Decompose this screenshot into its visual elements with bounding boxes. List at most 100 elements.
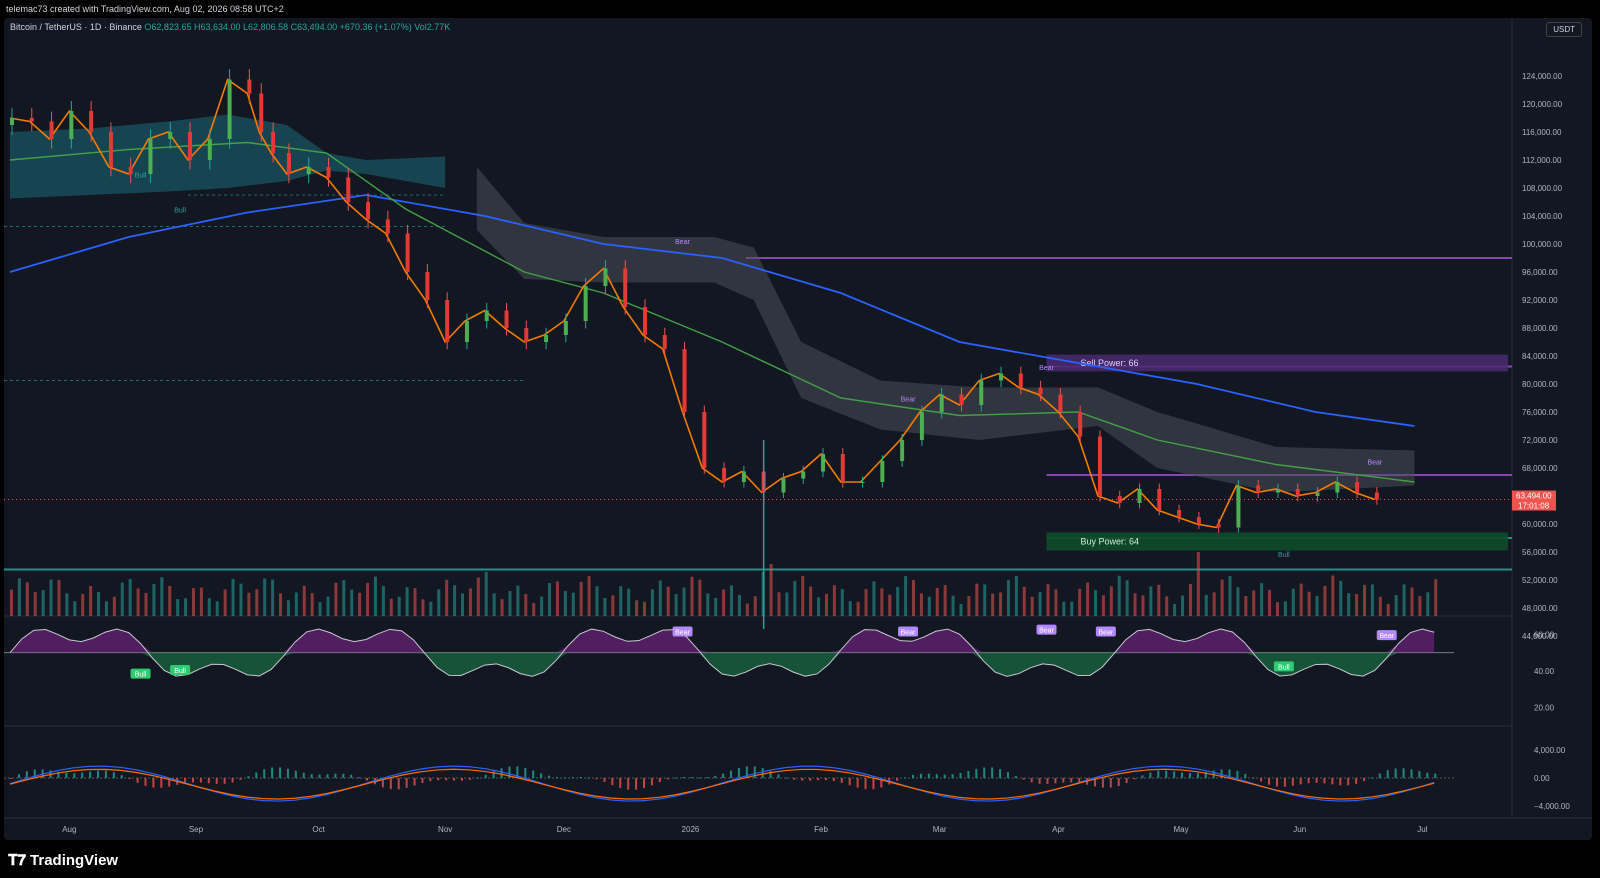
time-axis-label: Nov — [438, 825, 452, 834]
rsi-divergence-badge — [672, 626, 693, 637]
volume-bar — [532, 602, 536, 616]
price-axis-label: 96,000.00 — [1522, 268, 1558, 277]
volume-bar — [1101, 595, 1105, 616]
macd-histogram-bar — [666, 778, 669, 780]
macd-histogram-bar — [1307, 778, 1310, 784]
candle-body — [425, 272, 430, 300]
candle-body — [385, 219, 390, 234]
macd-histogram-bar — [714, 775, 717, 778]
macd-histogram-bar — [912, 774, 915, 778]
high-value: H63,634.00 — [193, 22, 241, 32]
macd-histogram-bar — [508, 766, 511, 778]
macd-histogram-bar — [674, 777, 677, 779]
price-axis-label: 68,000.00 — [1522, 464, 1558, 473]
candle-body — [306, 167, 311, 174]
price-axis-label: 104,000.00 — [1522, 212, 1563, 221]
macd-histogram-bar — [239, 778, 242, 780]
current-price-value: 63,494.00 — [1516, 492, 1552, 501]
macd-histogram-bar — [302, 772, 305, 778]
volume-bar — [548, 582, 552, 616]
macd-histogram-bar — [191, 778, 194, 783]
macd-histogram-bar — [1370, 777, 1373, 779]
macd-histogram-bar — [1078, 778, 1081, 784]
macd-histogram-bar — [880, 778, 883, 788]
volume-bar — [350, 589, 354, 616]
macd-histogram-bar — [358, 777, 361, 779]
volume-bar — [730, 585, 734, 616]
volume-bar — [1355, 594, 1359, 616]
candle-body — [148, 139, 153, 174]
volume-bar — [247, 592, 251, 616]
volume-bar — [540, 596, 544, 616]
macd-histogram-bar — [1386, 770, 1389, 778]
volume-bar — [1006, 580, 1010, 616]
candle-body — [1058, 394, 1063, 412]
tradingview-logo[interactable]: 𝐓𝟕 TradingView — [8, 852, 118, 869]
top-bar: telemac73 created with TradingView.com, … — [0, 0, 1600, 18]
volume-bar — [1402, 584, 1406, 616]
price-axis-label: 84,000.00 — [1522, 352, 1558, 361]
chart-canvas[interactable]: Sell Power: 66 Buy Power: 64 Bull Bull Bear… — [4, 18, 1592, 840]
volume-bar — [191, 588, 195, 616]
macd-histogram-bar — [1410, 769, 1413, 778]
volume-bar — [611, 595, 615, 616]
volume-bar — [595, 586, 599, 616]
volume-bar — [1204, 594, 1208, 616]
tv-mark-icon: 𝐓𝟕 — [8, 852, 27, 869]
candle-body — [464, 321, 469, 342]
volume-bar — [524, 594, 528, 616]
volume-bar — [1196, 552, 1200, 616]
candle-body — [583, 286, 588, 321]
volume-bar — [896, 586, 900, 616]
macd-histogram-bar — [991, 767, 994, 778]
macd-histogram-bar — [801, 778, 804, 781]
candle-body — [1236, 485, 1241, 528]
candle-body — [979, 380, 984, 405]
volume-bar — [967, 595, 971, 616]
price-axis-label: 120,000.00 — [1522, 100, 1563, 109]
volume-bar — [856, 601, 860, 616]
candle-body — [1177, 510, 1182, 517]
macd-histogram-bar — [104, 770, 107, 778]
candle-body — [781, 478, 786, 493]
volume-bar — [104, 601, 108, 616]
volume-bar — [1244, 596, 1248, 616]
candle-body — [326, 167, 331, 178]
macd-histogram-bar — [1260, 778, 1263, 782]
macd-histogram-bar — [769, 770, 772, 778]
time-axis-label: Dec — [557, 825, 571, 834]
macd-histogram-bar — [10, 778, 12, 779]
price-axis-label: 72,000.00 — [1522, 436, 1558, 445]
rsi-axis-label: 60.00 — [1534, 630, 1555, 639]
volume-bar — [271, 579, 275, 616]
chart-frame[interactable]: Bitcoin / TetherUS · 1D · Binance O62,82… — [4, 18, 1592, 840]
macd-histogram-bar — [342, 773, 345, 778]
currency-selector[interactable]: USDT — [1546, 22, 1582, 37]
volume-bar — [975, 583, 979, 616]
volume-bar — [991, 593, 995, 616]
volume-bar — [1093, 590, 1097, 616]
logo-text: TradingView — [30, 852, 119, 869]
volume-bar — [1157, 584, 1161, 616]
volume-bar — [128, 578, 132, 616]
volume-bar — [1054, 589, 1058, 616]
macd-histogram-bar — [366, 778, 369, 781]
candle-body — [108, 132, 113, 167]
macd-histogram-bar — [1347, 778, 1350, 786]
rsi-line — [9, 628, 1435, 677]
time-axis-label: Jun — [1293, 825, 1306, 834]
volume-bar — [1283, 601, 1287, 616]
macd-histogram-bar — [484, 774, 487, 778]
volume-bar — [1212, 592, 1216, 616]
macd-histogram-bar — [1093, 778, 1096, 787]
macd-histogram-bar — [33, 769, 36, 778]
candle-body — [188, 132, 193, 160]
macd-histogram-bar — [1283, 778, 1286, 787]
volume-bar — [310, 593, 314, 616]
price-axis-label: 80,000.00 — [1522, 380, 1558, 389]
close-value: C63,494.00 — [290, 22, 338, 32]
macd-histogram-bar — [57, 771, 60, 778]
macd-histogram-bar — [904, 777, 907, 779]
volume-bar — [302, 585, 306, 616]
macd-histogram-bar — [1299, 778, 1302, 785]
